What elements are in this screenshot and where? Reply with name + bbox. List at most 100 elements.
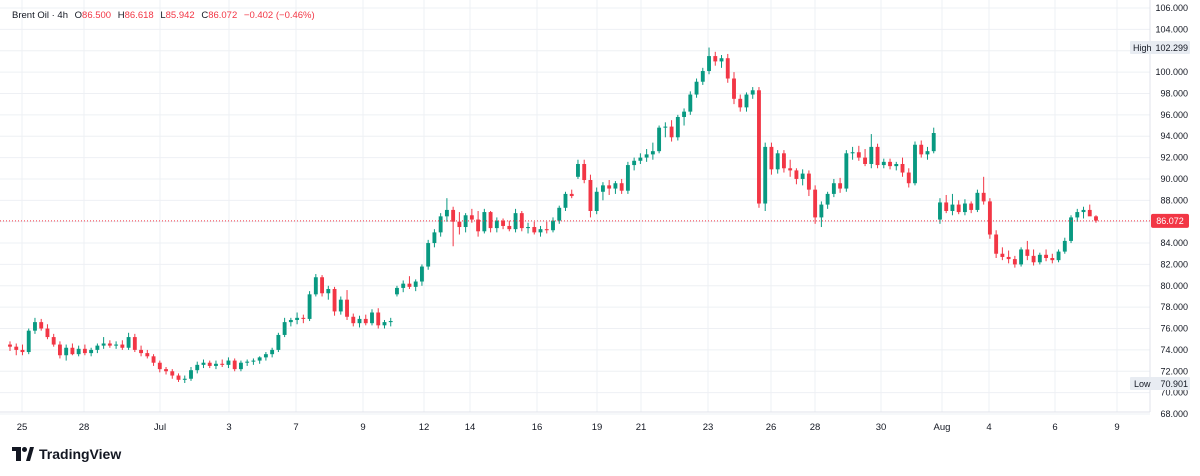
candle-down <box>157 360 162 373</box>
candle-down <box>956 200 961 215</box>
candle-up <box>95 343 100 354</box>
candle-up <box>707 47 711 75</box>
candle-down <box>969 201 974 214</box>
low-value: 70.901 <box>1160 379 1188 389</box>
candle-up <box>26 328 31 355</box>
candle-up <box>101 337 106 349</box>
candle-down <box>725 53 730 83</box>
interval-label[interactable]: 4h <box>57 10 68 21</box>
price-tick-label: 74.000 <box>1160 345 1188 355</box>
candle-up <box>526 222 530 234</box>
candle-up <box>401 280 406 293</box>
low-marker: Low 70.901 <box>1130 377 1190 390</box>
candle-down <box>407 276 412 289</box>
candle-up <box>482 208 487 234</box>
candle-down <box>987 198 992 239</box>
candle-up <box>463 213 468 233</box>
time-tick-label: 12 <box>419 422 430 433</box>
candle-up <box>89 347 94 357</box>
candle-up <box>644 149 649 162</box>
candle-down <box>1025 240 1030 261</box>
time-tick-label: 23 <box>703 422 714 433</box>
candle-down <box>813 185 818 224</box>
price-tick-label: 84.000 <box>1160 238 1188 248</box>
candle-up <box>650 142 655 160</box>
candle-up <box>338 296 343 315</box>
candle-down <box>488 211 493 233</box>
candle-up <box>438 213 443 237</box>
price-tick-label: 68.000 <box>1160 409 1188 419</box>
price-tick-label: 72.000 <box>1160 366 1188 376</box>
candle-up <box>370 309 374 326</box>
low-value: 85.942 <box>165 10 195 21</box>
time-tick-label: 28 <box>810 422 821 433</box>
price-tick-label: 98.000 <box>1160 88 1188 98</box>
price-tick-label: 70.000 <box>1160 388 1188 398</box>
candle-up <box>657 125 662 154</box>
candle-down <box>732 72 736 105</box>
candle-up <box>844 150 849 192</box>
candle-up <box>700 67 705 85</box>
candle-down <box>507 220 512 232</box>
time-tick-label: 30 <box>876 422 887 433</box>
candle-up <box>1069 215 1073 244</box>
candle-up <box>444 198 449 222</box>
price-tick-label: 80.000 <box>1160 281 1188 291</box>
price-tick-label: 88.000 <box>1160 195 1188 205</box>
candle-up <box>282 317 287 338</box>
candle-up <box>819 201 824 228</box>
candle-down <box>875 143 880 169</box>
candle-up <box>33 317 37 334</box>
candle-down <box>757 87 761 208</box>
candle-down <box>176 373 181 382</box>
candle-down <box>451 206 456 247</box>
price-tick-label: 104.000 <box>1155 24 1188 34</box>
low-badge <box>1130 377 1190 390</box>
price-tick-label: 90.000 <box>1160 174 1188 184</box>
close-value: 86.072 <box>208 10 238 21</box>
close-label: C <box>201 10 209 21</box>
candle-up <box>426 239 431 270</box>
candle-up <box>800 169 805 186</box>
candle-up <box>395 285 399 297</box>
candle-down <box>107 340 112 348</box>
last-price-badge <box>1151 213 1189 228</box>
candle-up <box>357 315 362 328</box>
candle-down <box>1012 255 1017 268</box>
candle-up <box>1056 249 1061 263</box>
candle-up <box>313 274 318 297</box>
candle-down <box>1087 204 1092 217</box>
candle-up <box>288 317 293 327</box>
high-value: 86.618 <box>124 10 154 21</box>
candle-up <box>682 108 687 126</box>
tradingview-brand[interactable]: TradingView <box>12 446 121 462</box>
candle-up <box>744 92 749 112</box>
candle-up <box>307 291 312 322</box>
candle-down <box>351 313 356 327</box>
candle-down <box>863 149 868 167</box>
symbol-name[interactable]: Brent Oil <box>12 10 49 21</box>
high-value: 102.299 <box>1155 43 1188 53</box>
candle-up <box>257 356 262 364</box>
chart-grid <box>0 0 1150 415</box>
candle-up <box>850 146 855 160</box>
candle-down <box>1000 247 1005 261</box>
candle-down <box>713 51 718 66</box>
candle-up <box>600 182 605 201</box>
open-label: O <box>74 10 83 21</box>
candle-up <box>763 142 768 211</box>
time-tick-label: 21 <box>636 422 647 433</box>
candle-down <box>57 341 62 359</box>
candle-down <box>45 324 50 340</box>
candle-up <box>750 87 755 99</box>
candle-up <box>432 229 437 248</box>
candle-up <box>270 347 275 358</box>
candle-down <box>132 333 137 353</box>
last-price-value: 86.072 <box>1156 216 1184 226</box>
candle-down <box>82 344 87 356</box>
candle-down <box>588 174 593 218</box>
candle-up <box>825 191 830 209</box>
candle-down <box>619 178 624 194</box>
candle-up <box>694 78 699 98</box>
